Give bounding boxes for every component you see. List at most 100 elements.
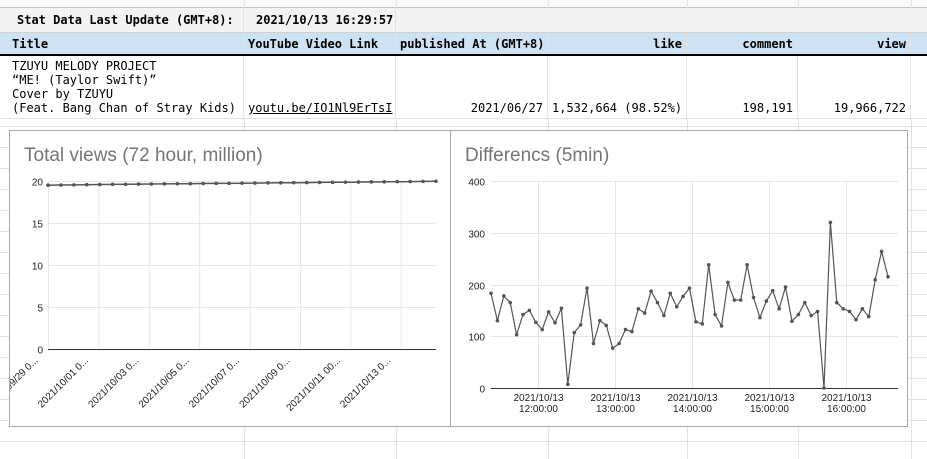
differences-point xyxy=(681,294,685,299)
views-point xyxy=(317,180,322,185)
differences-point xyxy=(591,341,596,346)
differences-point xyxy=(828,220,833,225)
title-line: TZUYU MELODY PROJECT xyxy=(12,59,157,73)
differences-point xyxy=(732,298,737,302)
x-tick-label: 2021/10/03 0... xyxy=(86,355,141,410)
column-header-strip xyxy=(0,0,927,8)
y-tick-label: 100 xyxy=(468,333,485,344)
differences-point xyxy=(854,317,858,322)
differences-point xyxy=(770,288,775,293)
views-point xyxy=(434,179,438,184)
differences-point xyxy=(540,327,545,332)
views-point xyxy=(214,181,218,186)
differences-point xyxy=(841,307,845,311)
like-cell[interactable]: 1,532,664 (98.52%) xyxy=(548,56,687,118)
view-cell[interactable]: 19,966,722 xyxy=(798,56,911,118)
y-tick-label: 10 xyxy=(32,262,44,273)
differences-point xyxy=(719,324,724,328)
differences-point xyxy=(578,323,583,327)
views-point xyxy=(343,180,348,184)
differences-point xyxy=(642,311,647,315)
differences-point xyxy=(495,318,500,323)
published-cell[interactable]: 2021/06/27 xyxy=(396,56,548,118)
differences-plot: 01002003004002021/10/1312:00:002021/10/1… xyxy=(468,178,898,415)
differences-point xyxy=(636,307,641,311)
total-views-chart[interactable]: Total views (72 hour, million) 2021/09/2… xyxy=(9,130,451,427)
views-point xyxy=(149,182,154,186)
header-link[interactable]: YouTube Video Link xyxy=(244,33,396,54)
views-point xyxy=(175,181,180,186)
x-tick-label: 2021/10/13 xyxy=(667,393,717,404)
views-point xyxy=(46,183,50,187)
x-tick-label: 2021/10/07 0... xyxy=(187,355,242,410)
differences-point xyxy=(879,249,884,254)
differences-point xyxy=(886,274,890,279)
differences-point xyxy=(758,315,762,320)
differences-point xyxy=(751,295,756,300)
views-point xyxy=(97,182,102,187)
differences-point xyxy=(777,307,781,311)
last-update-row: Stat Data Last Update (GMT+8): 2021/10/1… xyxy=(0,8,927,33)
differences-point xyxy=(508,300,513,305)
video-title-cell[interactable]: TZUYU MELODY PROJECT “ME! (Taylor Swift)… xyxy=(0,56,244,118)
x-tick-label: 12:00:00 xyxy=(519,404,558,415)
differences-point xyxy=(847,309,852,314)
views-point xyxy=(123,182,128,187)
differences-point xyxy=(873,278,877,282)
differences-point xyxy=(546,310,551,314)
table-row: TZUYU MELODY PROJECT “ME! (Taylor Swift)… xyxy=(0,56,927,119)
views-point xyxy=(382,180,387,184)
views-point xyxy=(395,179,400,184)
y-tick-label: 300 xyxy=(468,230,485,241)
differences-point xyxy=(706,263,711,267)
title-line: Cover by TZUYU xyxy=(12,87,114,101)
header-view[interactable]: view xyxy=(798,33,911,54)
differences-point xyxy=(783,285,788,289)
differences-point xyxy=(834,300,839,305)
differences-point xyxy=(489,291,493,296)
video-link[interactable]: youtu.be/IO1Nl9ErTsI xyxy=(248,101,393,115)
video-link-cell: youtu.be/IO1Nl9ErTsI xyxy=(244,56,396,118)
comment-cell[interactable]: 198,191 xyxy=(687,56,798,118)
differences-point xyxy=(713,312,717,317)
chart-title: Total views (72 hour, million) xyxy=(24,145,263,166)
differences-chart[interactable]: Differencs (5min) 0 100 200 300 400 2021/10/1… xyxy=(450,130,908,427)
differences-point xyxy=(809,313,813,318)
x-tick-label: 2021/10/13 xyxy=(513,393,563,404)
differences-point xyxy=(598,318,602,323)
views-point xyxy=(291,180,296,185)
header-title[interactable]: Title xyxy=(0,33,244,54)
last-update-label[interactable]: Stat Data Last Update (GMT+8): xyxy=(0,8,244,32)
views-point xyxy=(136,182,141,186)
differences-point xyxy=(687,286,692,290)
differences-point xyxy=(796,312,801,317)
differences-point xyxy=(764,299,769,303)
views-point xyxy=(227,181,231,186)
differences-point xyxy=(662,313,666,318)
differences-point xyxy=(617,341,621,346)
header-comment[interactable]: comment xyxy=(687,33,798,54)
differences-point xyxy=(534,320,538,325)
chart-title: Differencs (5min) xyxy=(465,145,610,166)
title-line: “ME! (Taylor Swift)” xyxy=(12,73,157,87)
y-tick-label: 0 xyxy=(479,385,485,396)
views-point xyxy=(253,181,257,185)
views-point xyxy=(304,180,309,185)
differences-point xyxy=(527,308,532,313)
differences-point xyxy=(802,300,807,305)
differences-point xyxy=(553,320,557,325)
differences-point xyxy=(700,322,705,326)
header-like[interactable]: like xyxy=(548,33,687,54)
differences-point xyxy=(566,382,570,387)
last-update-value[interactable]: 2021/10/13 16:29:57 xyxy=(244,8,396,32)
views-point xyxy=(162,182,167,186)
views-point xyxy=(421,179,425,184)
differences-point xyxy=(572,330,577,335)
views-point xyxy=(201,181,205,186)
differences-point xyxy=(502,294,506,298)
views-point xyxy=(188,181,193,186)
table-header-row: Title YouTube Video Link published At (G… xyxy=(0,33,927,56)
header-published[interactable]: published At (GMT+8) xyxy=(396,33,548,54)
differences-point xyxy=(668,291,673,296)
views-point xyxy=(59,183,63,187)
